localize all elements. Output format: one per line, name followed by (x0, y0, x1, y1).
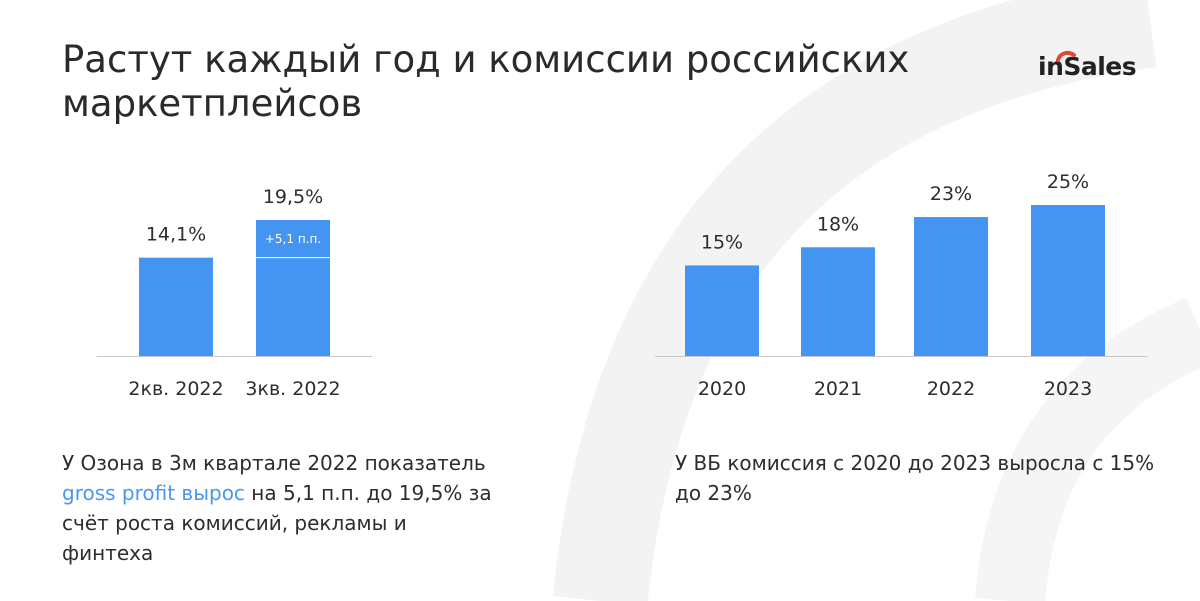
wb-bar-3 (1031, 205, 1105, 356)
caption-ozon-highlight: gross profit вырос (62, 481, 245, 505)
page-title: Растут каждый год и комиссии российских … (62, 38, 910, 125)
wb-category-label-2: 2022 (927, 378, 975, 400)
wb-bar-0 (685, 265, 759, 356)
wb-value-label-0: 15% (701, 231, 743, 253)
ozon-bar-1 (256, 220, 330, 356)
wb-bar-2 (914, 217, 988, 356)
ozon-annotation-label: +5,1 п.п. (265, 232, 321, 246)
logo-text: inSales (1038, 52, 1137, 81)
caption-ozon-text-start: У Озона в 3м квартале 2022 показатель (62, 451, 486, 475)
wb-value-label-1: 18% (817, 213, 859, 235)
ozon-bar-0 (139, 257, 213, 356)
chart-wb: 15% 2020 18% 2021 23% 2022 25% 2023 (655, 171, 1148, 400)
caption-ozon-text-end: на 5,1 п.п. до 19,5% за счёт роста комис… (62, 481, 492, 565)
logo-mark-icon (1056, 50, 1076, 62)
caption-wb-text: У ВБ комиссия с 2020 до 2023 выросла с 1… (675, 451, 1155, 505)
ozon-category-label-1: 3кв. 2022 (245, 378, 340, 400)
wb-value-label-2: 23% (930, 183, 972, 205)
ozon-value-label-1: 19,5% (263, 186, 323, 208)
wb-bar-1 (801, 247, 875, 356)
wb-category-label-1: 2021 (814, 378, 862, 400)
chart-ozon: 14,1% 2кв. 2022 19,5% 3кв. 2022 +5,1 п.п. (97, 186, 372, 400)
caption-wb: У ВБ комиссия с 2020 до 2023 выросла с 1… (675, 448, 1175, 508)
caption-ozon: У Озона в 3м квартале 2022 показатель gr… (62, 448, 502, 568)
ozon-category-label-0: 2кв. 2022 (128, 378, 223, 400)
insales-logo: inSales (1038, 50, 1148, 84)
wb-value-label-3: 25% (1047, 171, 1089, 193)
wb-category-label-3: 2023 (1044, 378, 1092, 400)
wb-category-label-0: 2020 (698, 378, 746, 400)
ozon-value-label-0: 14,1% (146, 224, 206, 246)
